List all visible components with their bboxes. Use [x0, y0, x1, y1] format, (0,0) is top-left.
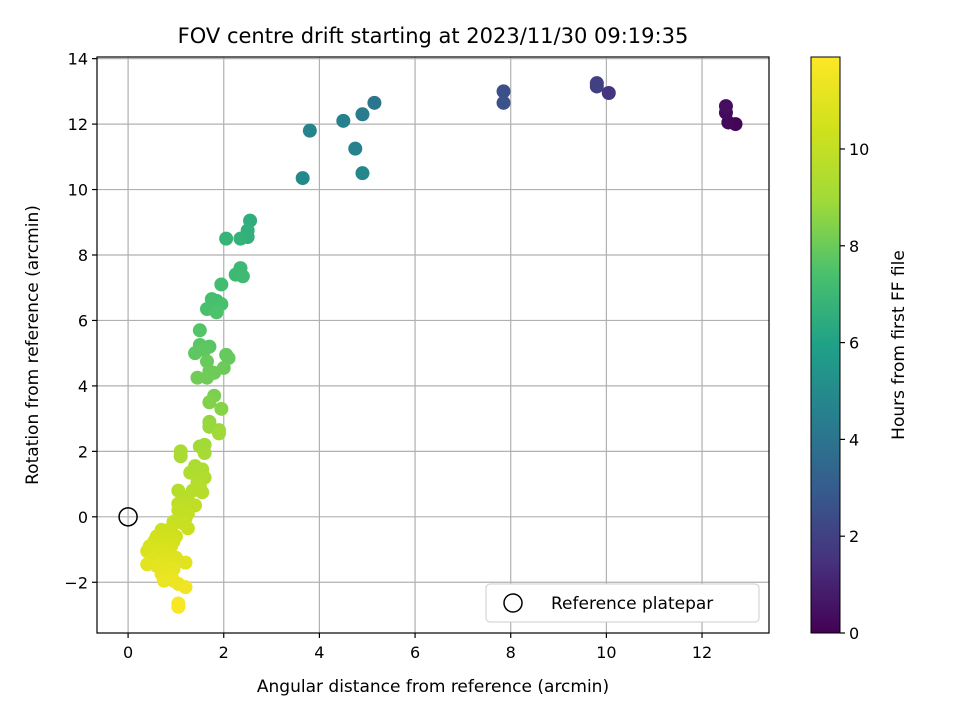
data-point: [180, 521, 195, 536]
x-tick-label: 2: [219, 643, 229, 662]
data-point: [197, 446, 212, 460]
data-point: [355, 107, 370, 122]
data-point: [367, 95, 382, 110]
x-tick-label: 8: [506, 643, 516, 662]
colorbar-tick-label: 4: [849, 430, 859, 449]
data-point: [200, 370, 215, 385]
data-point: [214, 401, 229, 416]
data-point: [214, 277, 229, 292]
legend-box: [485, 583, 760, 623]
plot-frame: [96, 56, 770, 634]
data-point: [192, 323, 207, 338]
colorbar-tick-label: 10: [849, 140, 869, 159]
x-tick-label: 4: [314, 643, 324, 662]
data-point: [336, 113, 351, 128]
data-point: [496, 95, 511, 110]
legend-label: Reference platepar: [551, 594, 713, 614]
data-point: [233, 231, 248, 246]
data-point: [496, 84, 511, 99]
y-axis-label: Rotation from reference (arcmin): [23, 205, 43, 485]
y-tick-label: 14: [68, 50, 88, 69]
data-point: [601, 86, 616, 100]
data-point: [156, 573, 171, 588]
colorbar: 0 2 4 6 8 10 Hours from first FF file: [810, 56, 909, 643]
y-tick-label: 0: [78, 508, 88, 527]
reference-platepar-marker: [118, 507, 138, 527]
data-point: [171, 599, 186, 614]
data-point: [178, 555, 193, 570]
y-tick-label: −2: [64, 573, 88, 592]
y-tick-label: 10: [68, 181, 88, 200]
data-point: [589, 76, 604, 91]
y-tick-label: 2: [78, 442, 88, 461]
legend-open-circle-icon: [503, 593, 523, 613]
colorbar-ticks: 0 2 4 6 8 10: [840, 140, 869, 643]
colorbar-tick-label: 0: [849, 624, 859, 643]
x-axis-label: Angular distance from reference (arcmin): [257, 677, 609, 697]
legend: Reference platepar: [485, 583, 760, 623]
chart-title: FOV centre drift starting at 2023/11/30 …: [178, 24, 689, 48]
x-tick-label: 12: [692, 643, 712, 662]
x-axis-ticks: 0 2 4 6 8 10 12: [123, 633, 712, 662]
data-point: [183, 465, 198, 480]
data-point: [202, 395, 217, 410]
x-tick-label: 10: [596, 643, 616, 662]
reference-marker: [118, 507, 138, 527]
data-point: [190, 370, 205, 385]
colorbar-gradient: [810, 56, 841, 634]
data-point: [195, 485, 210, 500]
data-point: [235, 269, 250, 284]
data-point: [302, 123, 317, 138]
data-point: [178, 580, 193, 595]
data-point: [188, 346, 203, 361]
data-point: [219, 231, 234, 246]
y-tick-label: 6: [78, 311, 88, 330]
y-tick-label: 8: [78, 246, 88, 265]
y-tick-label: 4: [78, 377, 88, 396]
x-tick-label: 0: [123, 643, 133, 662]
colorbar-tick-label: 8: [849, 237, 859, 256]
data-point: [173, 449, 188, 464]
data-point: [348, 141, 363, 156]
colorbar-tick-label: 6: [849, 334, 859, 353]
x-tick-label: 6: [410, 643, 420, 662]
data-point: [211, 426, 226, 441]
colorbar-tick-label: 2: [849, 527, 859, 546]
colorbar-label: Hours from first FF file: [889, 250, 909, 440]
data-points: [140, 76, 743, 614]
y-tick-label: 12: [68, 115, 88, 134]
grid-lines: [97, 57, 769, 633]
data-point: [209, 305, 224, 320]
data-point: [718, 99, 733, 114]
y-axis-ticks: −2 0 2 4 6 8 10 12 14: [64, 50, 97, 592]
data-point: [355, 166, 370, 181]
data-point: [295, 171, 310, 186]
